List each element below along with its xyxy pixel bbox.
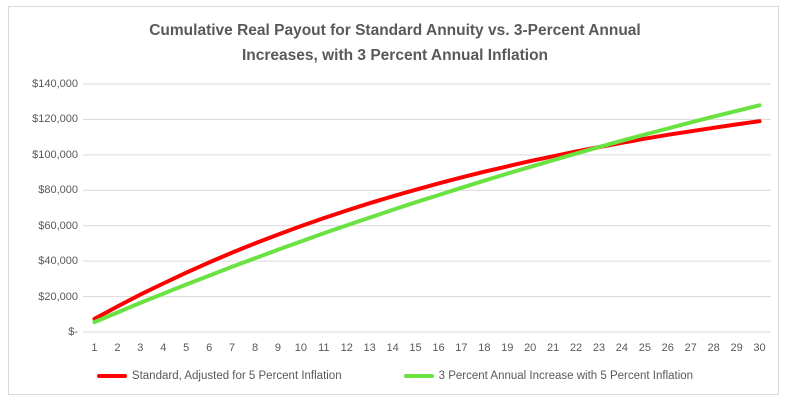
x-tick-label: 1 xyxy=(91,342,98,354)
legend-label-increase: 3 Percent Annual Increase with 5 Percent… xyxy=(438,370,694,382)
x-tick-label: 30 xyxy=(753,342,766,354)
x-tick-label: 11 xyxy=(318,342,330,354)
x-tick-label: 27 xyxy=(684,342,697,354)
x-tick-label: 9 xyxy=(274,342,281,354)
x-tick-label: 21 xyxy=(547,342,560,354)
x-tick-label: 24 xyxy=(615,342,629,354)
legend-item-standard: Standard, Adjusted for 5 Percent Inflati… xyxy=(96,370,342,382)
y-tick-label: $80,000 xyxy=(38,184,78,197)
chart-title-line2: Increases, with 3 Percent Annual Inflati… xyxy=(241,47,549,64)
legend-marker-increase-line xyxy=(403,374,434,378)
y-tick-label: $100,000 xyxy=(32,148,78,161)
x-tick-label: 16 xyxy=(432,342,445,354)
x-tick-label: 15 xyxy=(409,342,422,354)
x-tick-label: 4 xyxy=(160,342,167,354)
x-tick-label: 12 xyxy=(340,342,353,354)
legend-label-standard: Standard, Adjusted for 5 Percent Inflati… xyxy=(131,370,342,382)
x-tick-label: 25 xyxy=(638,342,651,354)
y-tick-label: $140,000 xyxy=(32,78,78,90)
x-tick-label: 14 xyxy=(386,342,399,354)
y-tick-label: $40,000 xyxy=(38,255,78,268)
x-tick-label: 23 xyxy=(592,342,606,354)
y-tick-label: $20,000 xyxy=(38,290,78,303)
x-tick-label: 2 xyxy=(114,342,121,354)
y-tick-label: $60,000 xyxy=(38,219,78,232)
x-tick-label: 19 xyxy=(501,342,514,354)
x-tick-label: 18 xyxy=(478,342,491,354)
y-tick-label: $120,000 xyxy=(32,113,78,126)
legend-item-increase: 3 Percent Annual Increase with 5 Percent… xyxy=(403,370,694,382)
legend-marker-standard-line xyxy=(96,374,127,378)
x-tick-label: 3 xyxy=(137,342,144,354)
x-tick-label: 22 xyxy=(569,342,583,354)
x-tick-label: 8 xyxy=(251,342,259,354)
y-tick-label: $- xyxy=(68,326,78,338)
x-tick-label: 17 xyxy=(455,342,468,354)
x-tick-label: 20 xyxy=(524,342,537,354)
chart-title-line1: Cumulative Real Payout for Standard Annu… xyxy=(149,22,641,39)
x-tick-label: 26 xyxy=(661,342,674,354)
x-tick-label: 29 xyxy=(730,342,743,354)
chart-title: Cumulative Real Payout for Standard Annu… xyxy=(0,18,790,68)
x-tick-label: 28 xyxy=(707,342,720,354)
legend: Standard, Adjusted for 5 Percent Inflati… xyxy=(0,370,790,382)
x-tick-label: 13 xyxy=(363,342,376,354)
x-tick-label: 10 xyxy=(294,342,307,354)
x-tick-label: 7 xyxy=(229,342,236,354)
x-tick-label: 6 xyxy=(206,342,213,354)
x-tick-label: 5 xyxy=(183,342,190,354)
